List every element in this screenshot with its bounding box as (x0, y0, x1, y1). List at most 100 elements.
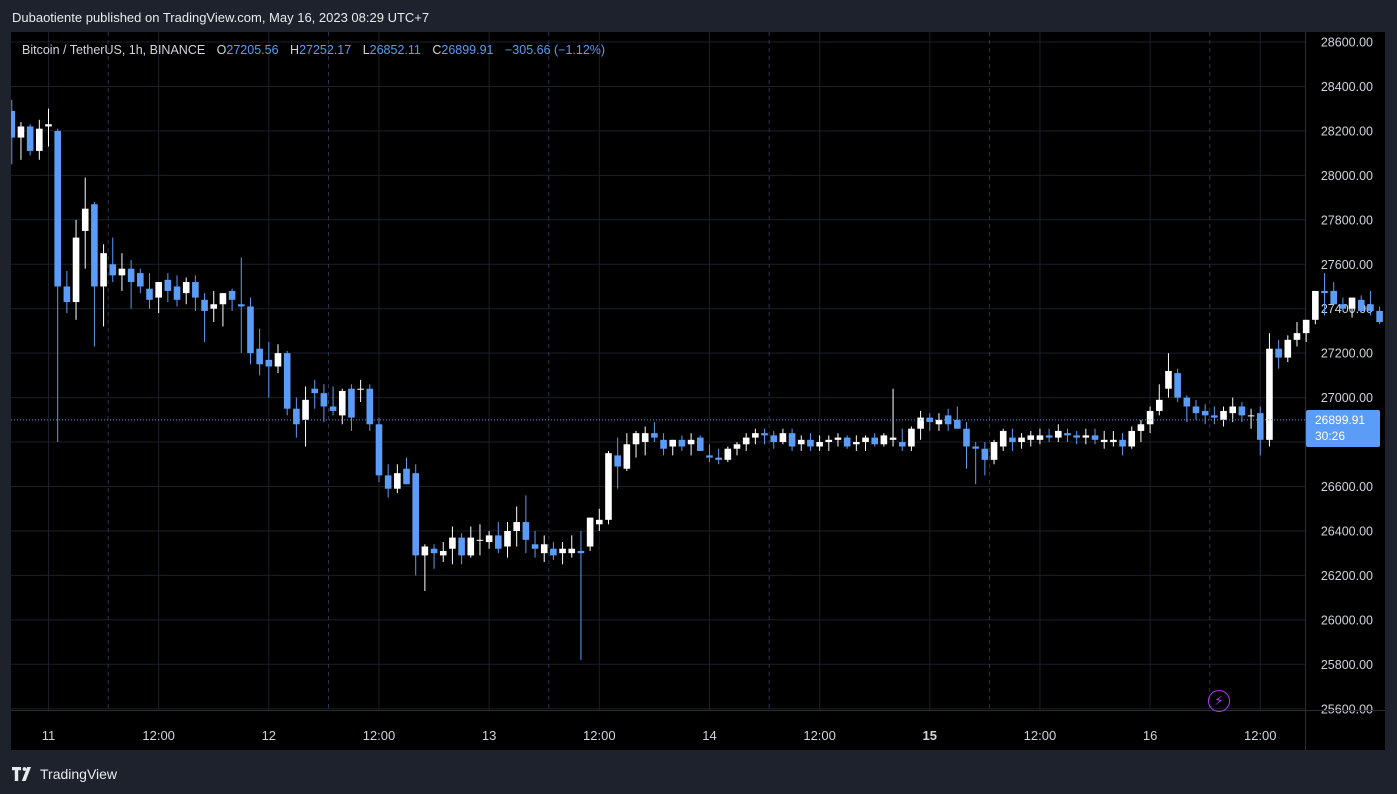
candle-up (36, 128, 43, 151)
x-axis-tick-label: 12:00 (1244, 728, 1277, 743)
x-axis-tick-label: 12 (262, 728, 276, 743)
candle-down (173, 286, 181, 300)
candle-up (1155, 399, 1163, 411)
candle-down (1091, 435, 1099, 440)
y-axis-tick-label: 27600.00 (1321, 258, 1373, 272)
candle-up (880, 435, 888, 445)
candle-down (1330, 290, 1337, 305)
candle-down (1275, 348, 1282, 358)
candle-down (146, 288, 153, 300)
symbol-legend: Bitcoin / TetherUS, 1h, BINANCE O27205.5… (22, 43, 605, 57)
y-axis-tick-label: 26400.00 (1321, 524, 1373, 538)
candle-up (752, 433, 759, 438)
tradingview-logo-icon (12, 767, 31, 781)
candle-up (862, 437, 869, 443)
candle-down (91, 204, 98, 287)
candle-up (302, 399, 309, 420)
candle-up (889, 437, 897, 440)
x-axis-tick-label: 13 (482, 728, 496, 743)
candle-down (1339, 304, 1347, 309)
candle-down (843, 437, 851, 447)
candle-up (467, 537, 475, 556)
current-price-value: 26899.91 (1315, 413, 1366, 427)
candle-up (394, 473, 401, 489)
candle-up (605, 453, 612, 520)
candle-up (935, 419, 943, 425)
candle-down (293, 408, 300, 425)
candle-up (596, 519, 603, 525)
y-axis-tick-label: 27000.00 (1321, 391, 1373, 405)
candle-down (963, 428, 970, 447)
x-axis-tick-label: 11 (42, 728, 56, 743)
candle-down (458, 537, 465, 556)
candle-down (1238, 406, 1246, 416)
x-axis-tick-label: 12:00 (583, 728, 616, 743)
tradingview-brand[interactable]: TradingView (12, 764, 117, 784)
candle-down (678, 439, 686, 447)
candle-down (1321, 290, 1328, 294)
candle-up (1146, 410, 1154, 425)
candle-down (137, 273, 144, 287)
candle-up (17, 126, 25, 138)
legend-low-label: L (362, 43, 370, 57)
y-axis-tick-label: 28400.00 (1321, 80, 1373, 94)
candle-down (550, 548, 557, 556)
candle-up (485, 535, 493, 543)
legend-low-value: 26852.11 (369, 43, 421, 57)
candle-down (11, 110, 16, 138)
candle-up (568, 548, 576, 554)
candle-down (1192, 406, 1200, 414)
candle-up (1302, 319, 1310, 334)
candle-up (1027, 435, 1035, 440)
candle-up (155, 282, 162, 298)
bar-countdown: 30:26 (1315, 429, 1346, 443)
candle-down (1064, 433, 1071, 436)
candle-up (779, 433, 787, 443)
y-axis-tick-label: 27200.00 (1321, 347, 1373, 361)
candle-up (219, 293, 227, 305)
candle-up (908, 428, 915, 447)
candle-up (834, 437, 842, 440)
y-axis-tick-label: 28000.00 (1321, 169, 1373, 183)
candle-up (917, 417, 924, 429)
candle-up (45, 124, 52, 127)
candle-down (430, 548, 438, 554)
candle-up (1055, 430, 1062, 438)
chart-pane[interactable]: 28600.00 28400.00 28200.00 28000.00 27800.00… (11, 32, 1385, 750)
legend-symbol: Bitcoin / TetherUS, 1h, BINANCE (22, 43, 206, 57)
candle-up (632, 433, 640, 445)
candle-up (540, 544, 548, 554)
candle-up (182, 282, 190, 294)
candle-up (1082, 435, 1090, 438)
candle-down (1119, 439, 1126, 447)
candle-down (696, 437, 704, 451)
y-axis-tick-label: 27400.00 (1321, 302, 1373, 316)
candle-up (357, 388, 364, 390)
lightning-icon[interactable]: ⚡ (1208, 690, 1230, 712)
candle-up (118, 268, 126, 276)
candle-up (513, 522, 520, 531)
candle-down (256, 348, 263, 365)
candle-up (1284, 339, 1292, 358)
candle-up (1312, 290, 1319, 320)
candle-down (1183, 397, 1191, 407)
candlestick-chart[interactable]: 28600.00 28400.00 28200.00 28000.00 27800.00… (11, 32, 1385, 750)
candle-down (384, 475, 392, 489)
candle-up (742, 437, 750, 445)
candle-up (1137, 424, 1145, 431)
candle-down (715, 457, 722, 460)
candle-down (577, 550, 585, 554)
candle-down (1009, 437, 1016, 443)
candle-down (972, 446, 979, 449)
candle-up (476, 539, 484, 541)
candle-up (449, 537, 456, 549)
candle-down (412, 473, 419, 556)
candle-down (1357, 299, 1365, 311)
candle-up (210, 304, 218, 309)
candle-up (623, 444, 631, 469)
candle-down (320, 393, 328, 407)
x-axis-tick-label: 12:00 (803, 728, 836, 743)
candle-down (403, 468, 410, 485)
candle-down (192, 282, 199, 298)
candle-up (1036, 435, 1044, 440)
